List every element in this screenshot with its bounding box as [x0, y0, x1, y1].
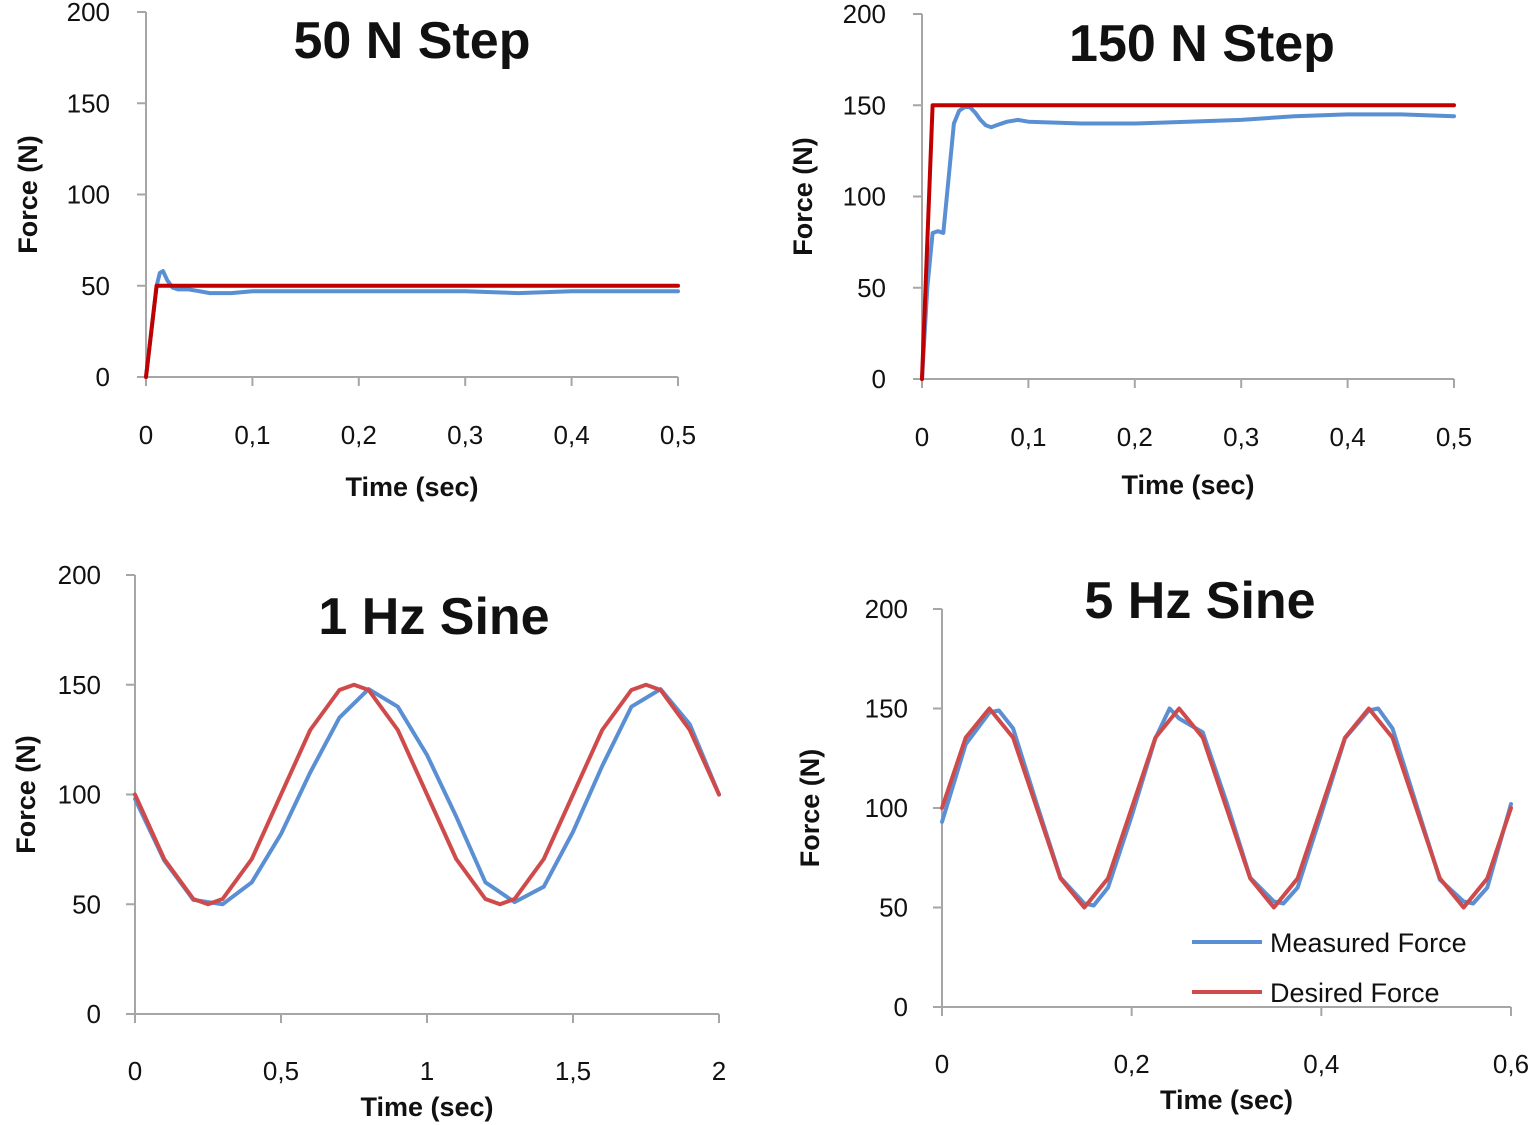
chart-title: 5 Hz Sine	[1084, 572, 1315, 630]
x-tick-label: 0,2	[341, 420, 377, 450]
x-tick-label: 1,5	[555, 1056, 591, 1086]
y-axis-title: Force (N)	[795, 749, 825, 868]
x-tick-label: 0,5	[1436, 422, 1472, 452]
y-tick-label: 150	[58, 670, 101, 700]
x-axis-title: Time (sec)	[1160, 1085, 1293, 1115]
y-tick-label: 200	[865, 594, 908, 624]
x-axis-title: Time (sec)	[360, 1092, 493, 1122]
x-tick-label: 0,1	[234, 420, 270, 450]
y-tick-label: 200	[67, 0, 110, 27]
y-tick-label: 50	[81, 271, 110, 301]
chart-50n-step: 0 50 100 150 200 0 0,1 0,2 0,3 0,4 0,5 50 N Step Tim…	[13, 0, 696, 502]
x-tick-label: 0,5	[263, 1056, 299, 1086]
y-tick-label: 50	[72, 889, 101, 919]
x-axis-title: Time (sec)	[1121, 470, 1254, 500]
chart-title: 50 N Step	[294, 12, 531, 70]
x-tick-label: 0,1	[1010, 422, 1046, 452]
legend: Measured Force Desired Force	[1192, 928, 1467, 1008]
y-tick-label: 100	[67, 180, 110, 210]
x-tick-label: 0,2	[1114, 1049, 1150, 1079]
chart-150n-step: 0 50 100 150 200 0 0,1 0,2 0,3 0,4 0,5 150 N Step Ti…	[788, 0, 1472, 500]
x-tick-label: 0,4	[554, 420, 590, 450]
x-tick-label: 0	[139, 420, 153, 450]
chart-5hz-sine: 0 50 100 150 200 0 0,2 0,4 0,6 5 Hz Sine Time (sec…	[795, 572, 1529, 1115]
x-axis-title: Time (sec)	[345, 472, 478, 502]
x-tick-label: 1	[420, 1056, 434, 1086]
y-tick-label: 100	[843, 182, 886, 212]
x-tick-label: 0,4	[1330, 422, 1366, 452]
y-tick-label: 100	[58, 780, 101, 810]
y-tick-label: 0	[894, 992, 908, 1022]
y-tick-label: 150	[67, 88, 110, 118]
x-tick-label: 0	[128, 1056, 142, 1086]
measured-force-line	[920, 105, 1456, 381]
desired-force-line	[144, 283, 680, 379]
y-tick-label: 50	[879, 893, 908, 923]
desired-force-line	[940, 706, 1513, 910]
legend-label: Desired Force	[1270, 978, 1440, 1008]
measured-force-line	[133, 687, 721, 907]
y-tick-label: 150	[865, 694, 908, 724]
y-tick-label: 50	[857, 273, 886, 303]
y-tick-label: 0	[872, 364, 886, 394]
x-tick-label: 0,2	[1117, 422, 1153, 452]
desired-force-line	[133, 682, 721, 907]
x-tick-label: 0,5	[660, 420, 696, 450]
x-tick-label: 0,3	[447, 420, 483, 450]
y-axis-title: Force (N)	[11, 735, 41, 854]
y-axis-title: Force (N)	[13, 135, 43, 254]
y-tick-label: 150	[843, 90, 886, 120]
chart-title: 150 N Step	[1069, 15, 1335, 73]
x-tick-label: 0	[915, 422, 929, 452]
measured-force-line	[144, 269, 680, 379]
x-tick-label: 0	[935, 1049, 949, 1079]
y-axis-title: Force (N)	[788, 137, 818, 256]
chart-1hz-sine: 0 50 100 150 200 0 0,5 1 1,5 2 1 Hz Sine Time (sec)…	[11, 560, 726, 1122]
y-tick-label: 200	[843, 0, 886, 29]
y-tick-label: 0	[96, 362, 110, 392]
y-tick-label: 100	[865, 793, 908, 823]
legend-label: Measured Force	[1270, 928, 1467, 958]
x-tick-label: 0,6	[1493, 1049, 1529, 1079]
x-tick-label: 2	[712, 1056, 726, 1086]
x-tick-label: 0,4	[1303, 1049, 1339, 1079]
desired-force-line	[920, 103, 1456, 381]
y-tick-label: 200	[58, 560, 101, 590]
x-tick-label: 0,3	[1223, 422, 1259, 452]
y-tick-label: 0	[87, 999, 101, 1029]
chart-title: 1 Hz Sine	[318, 588, 549, 646]
